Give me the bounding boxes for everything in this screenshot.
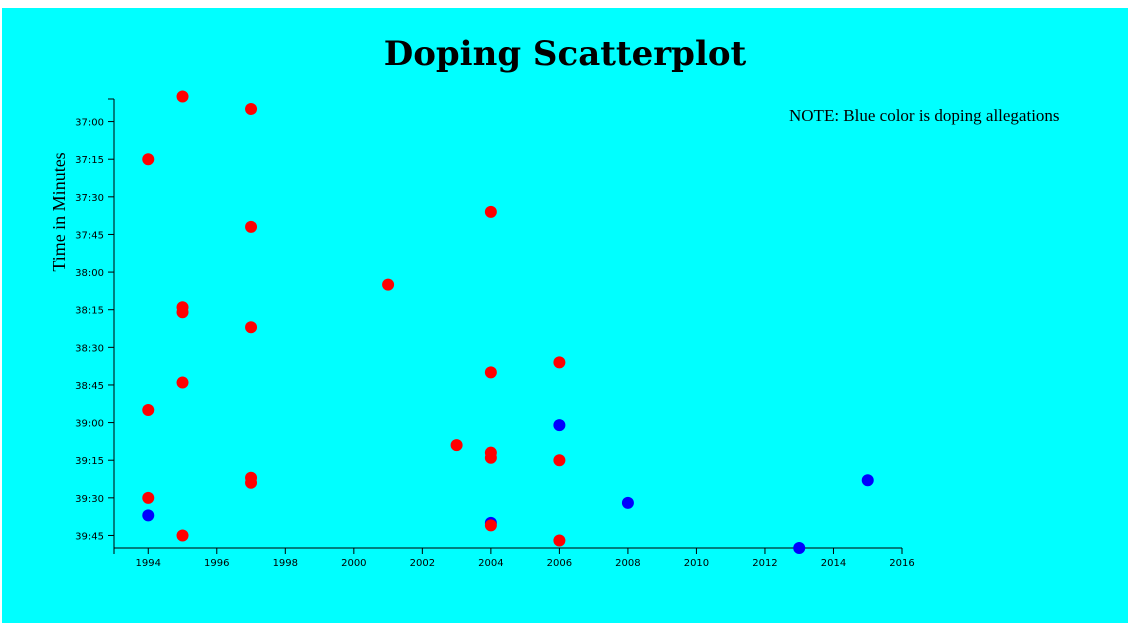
data-point: [382, 278, 395, 291]
data-point: [245, 476, 258, 489]
y-tick-label: 38:45: [75, 381, 104, 392]
y-axis-title: Time in Minutes: [49, 152, 69, 271]
data-point: [245, 321, 258, 334]
y-tick-label: 39:45: [75, 531, 104, 542]
x-tick-label: 2014: [821, 558, 846, 569]
data-point: [176, 529, 189, 542]
y-tick-label: 38:15: [75, 306, 104, 317]
y-tick-label: 39:15: [75, 456, 104, 467]
y-tick-label: 37:45: [75, 230, 104, 241]
data-point: [176, 90, 189, 103]
y-tick-label: 37:15: [75, 155, 104, 166]
data-point: [142, 404, 155, 417]
data-point: [484, 366, 497, 379]
data-point: [484, 451, 497, 464]
data-point-doping: [793, 542, 806, 554]
data-point: [553, 454, 566, 467]
chart-panel: Doping Scatterplot: [2, 8, 1128, 623]
x-tick-label: 2004: [478, 558, 503, 569]
y-tick-label: 37:30: [75, 193, 104, 204]
doping-note: NOTE: Blue color is doping allegations: [789, 106, 1060, 125]
data-point-doping: [553, 419, 566, 432]
data-point: [484, 519, 497, 532]
x-tick-label: 2012: [752, 558, 777, 569]
x-tick-label: 2008: [615, 558, 640, 569]
data-point-doping: [142, 509, 155, 522]
data-point: [553, 356, 566, 369]
data-point: [142, 491, 155, 504]
data-point: [553, 534, 566, 547]
chart-title: Doping Scatterplot: [383, 34, 747, 74]
data-point-doping: [861, 474, 874, 487]
x-tick-label: 2016: [889, 558, 914, 569]
data-point: [450, 439, 463, 452]
data-point-doping: [621, 496, 634, 509]
x-tick-label: 2000: [341, 558, 366, 569]
data-point: [176, 306, 189, 319]
y-tick-label: 39:00: [75, 419, 104, 430]
y-tick-label: 38:30: [75, 343, 104, 354]
y-tick-label: 39:30: [75, 494, 104, 505]
x-tick-label: 2010: [684, 558, 709, 569]
x-tick-label: 1998: [273, 558, 298, 569]
y-tick-label: 38:00: [75, 268, 104, 279]
y-tick-label: 37:00: [75, 118, 104, 129]
data-point: [484, 205, 497, 218]
x-tick-label: 2006: [547, 558, 572, 569]
data-point: [245, 103, 258, 116]
data-point: [142, 153, 155, 166]
data-point: [176, 376, 189, 389]
x-tick-label: 1994: [136, 558, 161, 569]
x-tick-label: 1996: [204, 558, 229, 569]
data-point: [245, 220, 258, 233]
x-tick-label: 2002: [410, 558, 435, 569]
